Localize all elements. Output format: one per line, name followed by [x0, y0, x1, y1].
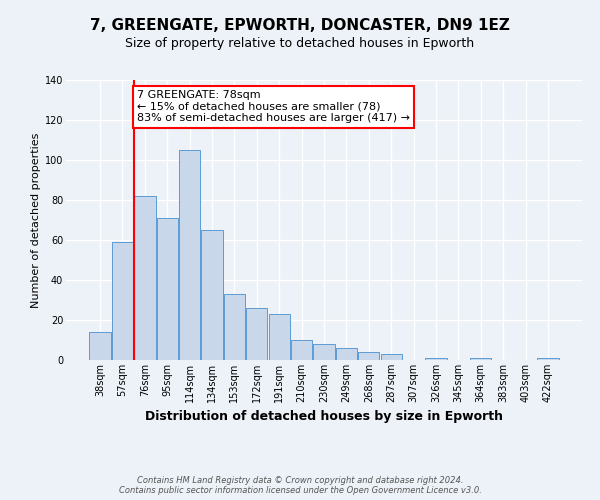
- Bar: [157, 218, 178, 360]
- Bar: [269, 314, 290, 360]
- Text: 7 GREENGATE: 78sqm
← 15% of detached houses are smaller (78)
83% of semi-detache: 7 GREENGATE: 78sqm ← 15% of detached hou…: [137, 90, 410, 123]
- Bar: [246, 308, 268, 360]
- Bar: [291, 340, 312, 360]
- Bar: [537, 358, 559, 360]
- Bar: [380, 354, 402, 360]
- Bar: [179, 150, 200, 360]
- Text: Contains HM Land Registry data © Crown copyright and database right 2024.
Contai: Contains HM Land Registry data © Crown c…: [119, 476, 481, 495]
- Bar: [358, 352, 379, 360]
- Bar: [313, 344, 335, 360]
- Bar: [224, 294, 245, 360]
- Bar: [470, 358, 491, 360]
- Bar: [336, 348, 357, 360]
- X-axis label: Distribution of detached houses by size in Epworth: Distribution of detached houses by size …: [145, 410, 503, 424]
- Bar: [202, 230, 223, 360]
- Bar: [112, 242, 133, 360]
- Bar: [425, 358, 446, 360]
- Bar: [89, 332, 111, 360]
- Bar: [134, 196, 155, 360]
- Text: Size of property relative to detached houses in Epworth: Size of property relative to detached ho…: [125, 38, 475, 51]
- Text: 7, GREENGATE, EPWORTH, DONCASTER, DN9 1EZ: 7, GREENGATE, EPWORTH, DONCASTER, DN9 1E…: [90, 18, 510, 32]
- Y-axis label: Number of detached properties: Number of detached properties: [31, 132, 41, 308]
